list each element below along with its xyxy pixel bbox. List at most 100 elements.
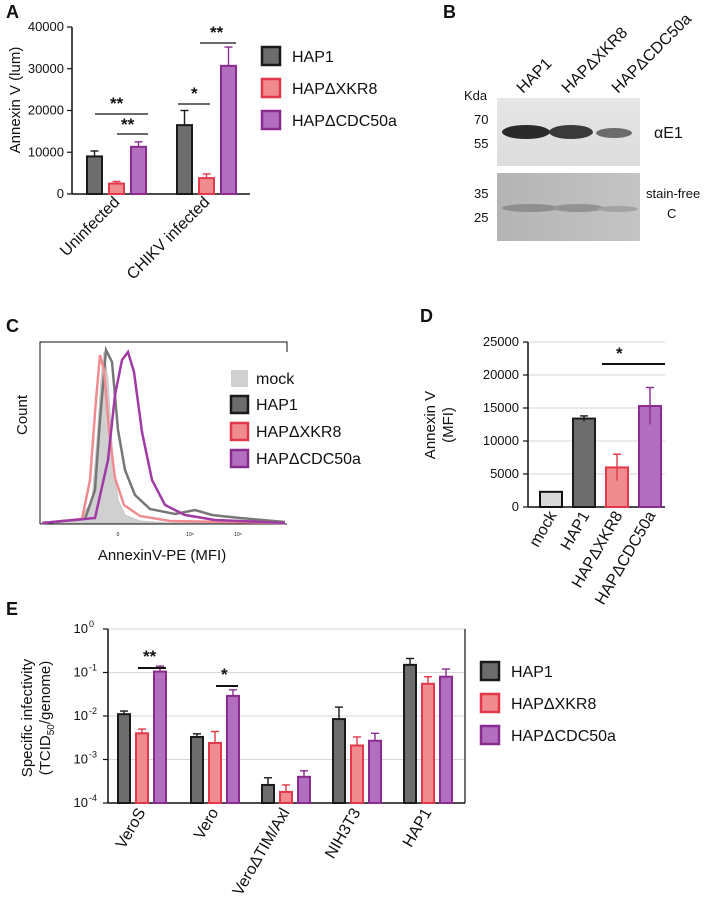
panel-e-bar [208, 741, 222, 805]
legend-swatch-c-xkr8 [229, 421, 250, 442]
panel-e-ytick-label: 10 [74, 708, 88, 723]
legend-swatch-c-cdc50a [229, 448, 250, 469]
legend-swatch-cdc50a [260, 109, 282, 131]
panel-e-xtick-label: NIH3T3 [322, 805, 364, 861]
histogram-cdc50a [41, 349, 286, 525]
sig-e-1: ** [143, 647, 157, 666]
panel-e-bar [297, 775, 311, 804]
panel-c-xtick-2: 10⁶ [234, 532, 242, 538]
panel-e-bar [117, 713, 131, 804]
panel-letter-b: B [443, 2, 456, 22]
panel-a-ylabel: Annexin V (lum) [7, 47, 24, 154]
legend-swatch-mock [231, 370, 248, 387]
panel-d-ylabel-2: (MFI) [440, 407, 457, 443]
panel-e-bar-chart: Specific infectivity (TCID50/genome) 10 0… [19, 619, 616, 899]
panel-a-bar [86, 155, 103, 196]
panel-a-significance: ** ** * ** [95, 23, 236, 135]
legend-swatch-c-hap1 [229, 394, 250, 415]
panel-e-xtick-label: HAP1 [400, 805, 436, 850]
band-label-ae1: αE1 [654, 125, 683, 142]
panel-a-ytick-label: 40000 [28, 19, 64, 34]
band-stainfree-3 [598, 206, 638, 212]
legend-a-hap1: HAP1 [292, 49, 334, 66]
panel-a-xtick-label: CHIKV infected [124, 194, 213, 283]
panel-a-bar [176, 124, 193, 195]
sig-a-3: * [191, 84, 198, 103]
panel-e-bar [332, 718, 346, 804]
panel-c-frame [39, 341, 288, 524]
legend-e-hap1: HAP1 [511, 664, 553, 681]
panel-e-xtick-label: VeroΔTIM/Axl [230, 806, 294, 899]
panel-e-ytick-exponent: -1 [89, 663, 97, 673]
lane-label-hap1: HAP1 [514, 55, 556, 97]
panel-c-legend: mock HAP1 HAPΔXKR8 HAPΔCDC50a [229, 370, 361, 469]
panel-e-ylabel-2: (TCID50/genome) [37, 661, 57, 776]
panel-e-legend: HAP1 HAPΔXKR8 HAPΔCDC50a [479, 660, 616, 746]
panel-e-ylabel-tcid: (TCID [37, 735, 54, 775]
sig-a-4: ** [210, 23, 224, 42]
band-label-c: C [667, 206, 676, 221]
panel-e-ytick-label: 10 [74, 665, 88, 680]
panel-e-bar [153, 670, 167, 804]
panel-a-bar-chart: Annexin V (lum) 0 10000 20000 30000 40000 Un… [7, 19, 397, 283]
panel-e-bar [421, 682, 435, 805]
sig-a-1: ** [110, 94, 124, 113]
legend-e-xkr8: HAPΔXKR8 [511, 696, 596, 713]
panel-a-ytick-label: 20000 [28, 103, 64, 118]
panel-letter-e: E [6, 599, 18, 619]
band-xkr8 [549, 125, 593, 139]
panel-e-ytick-exponent: 0 [89, 619, 94, 629]
marker-55: 55 [474, 136, 488, 151]
panel-e-bar [368, 739, 382, 804]
panel-e-xtick-label: Vero [191, 805, 222, 842]
band-stainfree-2 [552, 204, 604, 212]
marker-35: 35 [474, 186, 488, 201]
panel-e-ylabel-genome: /genome) [37, 661, 54, 724]
panel-e-ylabel-sub: 50 [46, 724, 57, 736]
legend-swatch-hap1 [260, 45, 282, 67]
sig-d-1: * [616, 344, 623, 363]
band-hap1 [502, 125, 550, 139]
sig-a-2: ** [121, 115, 135, 134]
histogram-xkr8 [41, 354, 286, 525]
histogram-hap1 [41, 345, 286, 525]
panel-d-xtick-label: mock [527, 508, 561, 550]
legend-c-hap1: HAP1 [256, 397, 298, 414]
panel-a-bar [198, 177, 215, 195]
panel-e-bar [279, 790, 293, 804]
panel-letter-c: C [6, 316, 19, 336]
lane-label-cdc50a: HAPΔCDC50a [609, 11, 695, 97]
panel-e-bar [403, 663, 417, 804]
panel-d-ylabel-1: Annexin V [422, 391, 439, 459]
panel-a-bar [130, 145, 147, 195]
band-label-stainfree: stain-free [646, 186, 700, 201]
panel-a-ytick-label: 0 [57, 186, 64, 201]
sig-e-2: * [221, 665, 228, 684]
panel-a-xtick-label: Uninfected [57, 194, 123, 260]
panel-e-bar [261, 783, 275, 805]
panel-d-ytick-label: 15000 [483, 400, 519, 415]
legend-c-xkr8: HAPΔXKR8 [256, 424, 341, 441]
legend-swatch-e-xkr8 [479, 692, 501, 714]
panel-c-ylabel: Count [14, 394, 31, 435]
band-stainfree-1 [502, 204, 558, 212]
panel-c-xtick-1: 10⁵ [186, 532, 194, 538]
panel-d-bar [572, 417, 596, 508]
panel-e-ytick-label: 10 [74, 621, 88, 636]
panel-d-bar-chart: Annexin V (MFI) 0 5000 10000 15000 20000 2500… [422, 334, 665, 608]
panel-letter-d: D [420, 306, 433, 326]
panel-c-histogram: Count 0 10⁵ 10⁶ AnnexinV-PE (MFI) mock H… [14, 341, 361, 564]
panel-c-xtick-0: 0 [117, 532, 120, 538]
legend-a-xkr8: HAPΔXKR8 [292, 81, 377, 98]
panel-a-bar [220, 64, 237, 195]
kda-label: Kda [464, 88, 488, 103]
legend-swatch-e-cdc50a [479, 724, 501, 746]
panel-d-ytick-label: 5000 [490, 466, 519, 481]
panel-a-legend: HAP1 HAPΔXKR8 HAPΔCDC50a [260, 45, 397, 131]
panel-e-bar [226, 694, 240, 804]
panel-b-western-blot: HAP1 HAPΔXKR8 HAPΔCDC50a Kda 70 55 35 25… [464, 11, 700, 241]
legend-swatch-e-hap1 [479, 660, 501, 682]
panel-e-bar [190, 735, 204, 804]
panel-a-ytick-label: 10000 [28, 144, 64, 159]
